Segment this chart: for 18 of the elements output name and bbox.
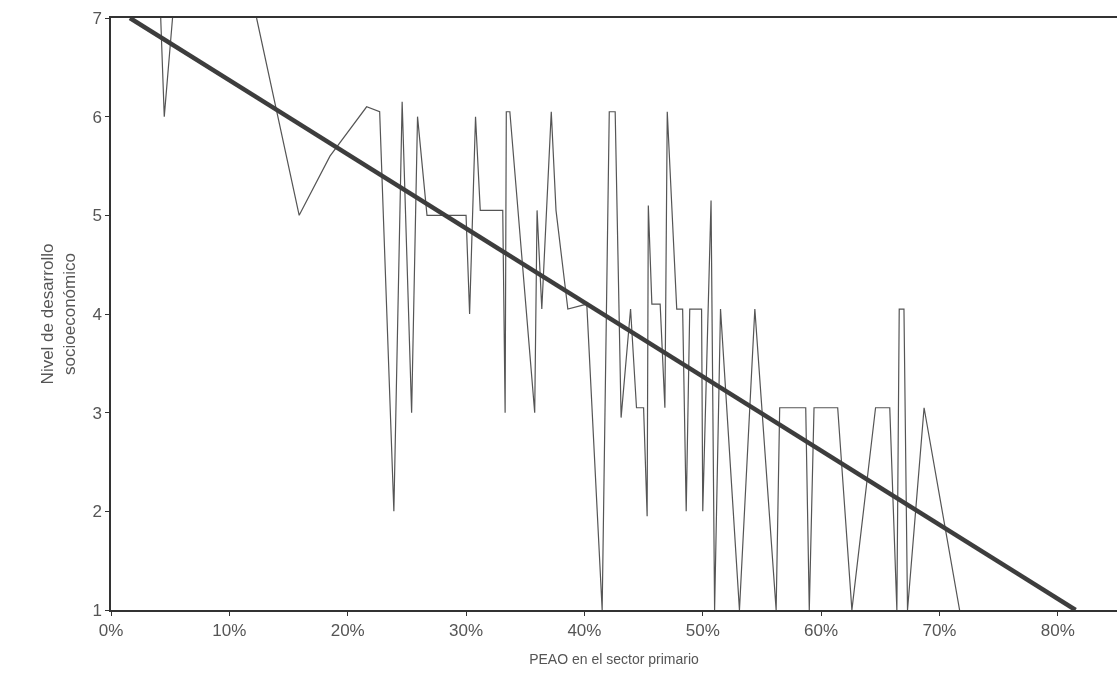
x-tick-label: 0% — [98, 621, 124, 641]
x-tick-label: 80% — [1040, 621, 1075, 641]
x-tick-label: 20% — [330, 621, 365, 641]
x-tick-label: 30% — [449, 621, 484, 641]
x-tick-label: 60% — [804, 621, 839, 641]
x-tick-label: 50% — [685, 621, 720, 641]
y-tick-label: 3 — [92, 403, 102, 423]
y-tick-label: 1 — [92, 600, 102, 620]
y-tick-label: 2 — [92, 502, 102, 522]
x-axis-title: PEAO en el sector primario — [529, 650, 700, 667]
y-tick-label: 5 — [92, 206, 102, 226]
x-tick-label: 40% — [567, 621, 602, 641]
y-tick-label: 6 — [92, 107, 102, 127]
x-tick-label: 10% — [212, 621, 247, 641]
x-tick-label: 70% — [922, 621, 957, 641]
y-axis-title: Nivel de desarrollo socioeconómico — [38, 243, 80, 385]
y-tick-label: 7 — [92, 8, 102, 28]
y-tick-label: 4 — [92, 304, 102, 324]
